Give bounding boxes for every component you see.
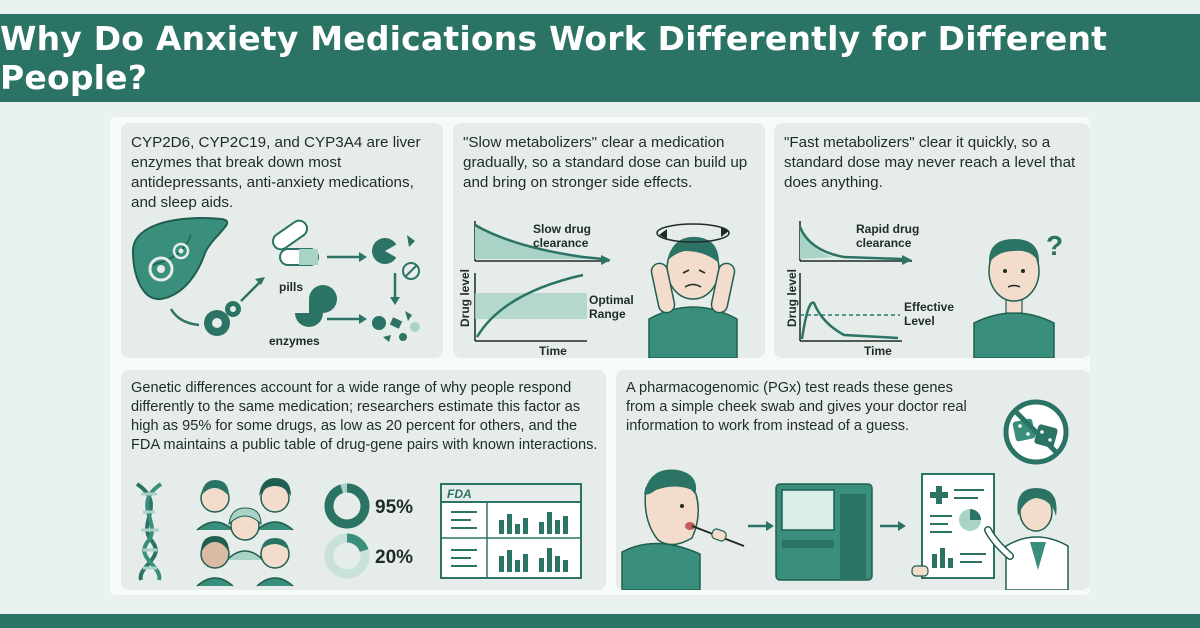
- fast-level-label-1: Effective: [904, 300, 954, 314]
- fast-text: "Fast metabolizers" clear it quickly, so…: [784, 134, 1076, 191]
- slow-illustration: Slow drug clearance Drug level Time Opti…: [458, 221, 738, 358]
- slow-text: "Slow metabolizers" clear a medication g…: [463, 134, 748, 191]
- panel-slow-metabolizers: "Slow metabolizers" clear a medication g…: [453, 123, 765, 358]
- slow-clearance-label-2: clearance: [533, 236, 589, 250]
- sequencer-machine-icon: [775, 483, 873, 581]
- liver-icon: [131, 217, 229, 301]
- fast-level-label-2: Level: [904, 314, 935, 328]
- dizzy-person-icon: [648, 223, 738, 358]
- enzymes-illustration: pills enzymes: [131, 217, 420, 348]
- header-banner: Why Do Anxiety Medications Work Differen…: [0, 14, 1200, 102]
- pills-icon: [271, 219, 319, 266]
- slow-xlabel: Time: [539, 344, 567, 358]
- slow-clearance-label-1: Slow drug: [533, 222, 591, 236]
- diverse-people-icon: [196, 478, 294, 587]
- arrow-icon: [169, 308, 200, 327]
- enzymes-text: CYP2D6, CYP2C19, and CYP3A4 are liver en…: [131, 134, 421, 211]
- panel-genetic-differences: Genetic differences account for a wide r…: [121, 370, 606, 590]
- slow-range-label-2: Range: [589, 307, 626, 321]
- fast-clearance-graph: [798, 221, 912, 265]
- blocked-icon: [402, 262, 420, 280]
- fda-logo: FDA: [447, 487, 472, 501]
- footer-bar: [0, 614, 1200, 628]
- cheek-swab-person-icon: [621, 469, 745, 590]
- question-mark-icon: ?: [1046, 230, 1063, 261]
- high-percent-label: 95%: [375, 497, 413, 518]
- fast-clearance-label-1: Rapid drug: [856, 222, 919, 236]
- genetics-text: Genetic differences account for a wide r…: [131, 380, 598, 453]
- fast-drug-level-graph: [799, 273, 902, 342]
- low-percent-label: 20%: [375, 547, 413, 568]
- enzyme-icon: [295, 285, 337, 327]
- fast-xlabel: Time: [864, 344, 892, 358]
- doctor-icon: [984, 488, 1069, 590]
- pills-label: pills: [279, 280, 303, 294]
- page-title: Why Do Anxiety Medications Work Differen…: [0, 19, 1108, 97]
- donut-95-percent: [324, 483, 370, 529]
- slow-clearance-graph: [474, 221, 611, 265]
- gears-icon: [204, 301, 241, 336]
- panel-liver-enzymes: CYP2D6, CYP2C19, and CYP3A4 are liver en…: [121, 123, 443, 358]
- fda-table-icon: [440, 483, 582, 579]
- pgx-illustration: [621, 399, 1069, 590]
- fast-ylabel: Drug level: [785, 269, 799, 327]
- broken-pill-icon: [372, 235, 415, 264]
- pgx-text: A pharmacogenomic (PGx) test reads these…: [626, 380, 967, 434]
- arrow-icon: [240, 280, 262, 302]
- fast-clearance-label-2: clearance: [856, 236, 912, 250]
- fast-illustration: Rapid drug clearance Drug level Time Eff…: [785, 221, 1063, 358]
- enzymes-label: enzymes: [269, 334, 320, 348]
- slow-range-label-1: Optimal: [589, 293, 634, 307]
- panel-pgx-test: A pharmacogenomic (PGx) test reads these…: [616, 370, 1090, 590]
- slow-drug-level-graph: [474, 273, 587, 342]
- donut-20-percent: [324, 533, 370, 579]
- slow-ylabel: Drug level: [458, 269, 472, 327]
- genetics-illustration: 95% 20%: [135, 478, 582, 587]
- dna-helix-icon: [135, 482, 163, 581]
- fragments-icon: [372, 311, 420, 342]
- report-document-icon: [911, 473, 995, 579]
- confused-person-icon: [973, 239, 1055, 358]
- no-guessing-dice-icon: [1003, 399, 1069, 465]
- panel-fast-metabolizers: "Fast metabolizers" clear it quickly, so…: [774, 123, 1090, 358]
